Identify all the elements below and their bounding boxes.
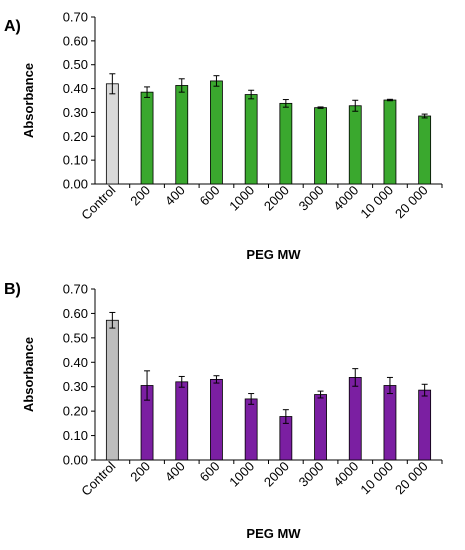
y-axis-title: Absorbance [21, 63, 36, 138]
bar [279, 102, 293, 185]
panel-a-chart: A) 0.00 0.10 0.20 0.30 0.40 0.50 0.60 0.70 Absorb… [4, 10, 443, 262]
bar [348, 105, 362, 185]
x-category-label: 600 [197, 459, 223, 485]
bar [244, 398, 258, 461]
x-category-label: 3000 [296, 459, 327, 490]
x-axis-title: PEG MW [246, 526, 301, 541]
y-tick-label: 0.60 [63, 306, 88, 321]
bar [314, 394, 327, 461]
x-category-label: 200 [127, 459, 153, 485]
x-category-label: 1000 [226, 459, 257, 490]
x-category-label: 200 [127, 183, 153, 209]
x-category-label: 2000 [261, 459, 292, 490]
x-category-label: 400 [162, 183, 188, 209]
y-tick-label: 0.30 [63, 105, 88, 120]
bar [418, 115, 432, 185]
y-tick-label: 0.50 [63, 57, 88, 72]
y-tick-label: 0.30 [63, 379, 88, 394]
bar [105, 83, 119, 185]
x-axis-title: PEG MW [246, 247, 301, 262]
x-category-label: 20 000 [392, 459, 431, 498]
x-category-label: 10 000 [357, 183, 396, 222]
y-tick-label: 0.10 [63, 428, 88, 443]
y-tick-label: 0.70 [63, 282, 88, 297]
x-category-label: 600 [197, 183, 223, 209]
y-tick-label: 0.00 [63, 453, 88, 468]
bar [105, 319, 119, 461]
bar [210, 80, 223, 185]
bar [244, 94, 258, 185]
y-tick-label: 0.40 [63, 81, 88, 96]
x-category-label: 4000 [330, 459, 361, 490]
x-category-label: 3000 [296, 183, 327, 214]
y-tick-label: 0.20 [63, 129, 88, 144]
y-tick-label: 0.40 [63, 355, 88, 370]
bar [383, 385, 397, 461]
x-category-label: 10 000 [357, 459, 396, 498]
y-tick-label: 0.60 [63, 33, 88, 48]
panel-b-chart: B) 0.00 0.10 0.20 0.30 0.40 0.50 0.60 0.70 Absorb… [4, 281, 443, 541]
y-tick-label: 0.10 [63, 153, 88, 168]
bar [348, 377, 362, 461]
y-axis-title: Absorbance [21, 337, 36, 412]
y-tick-label: 0.20 [63, 404, 88, 419]
x-category-label: 20 000 [392, 183, 431, 222]
y-tick-label: 0.70 [63, 10, 88, 25]
bar [175, 85, 189, 185]
x-category-label: 2000 [261, 183, 292, 214]
x-category-label: 400 [162, 459, 188, 485]
y-tick-label: 0.00 [63, 177, 88, 192]
bar [383, 99, 397, 185]
panel-label: A) [4, 18, 21, 35]
bar [175, 381, 189, 461]
x-category-label: 1000 [226, 183, 257, 214]
panel-label: B) [4, 281, 21, 298]
x-category-label: 4000 [330, 183, 361, 214]
y-tick-label: 0.50 [63, 330, 88, 345]
bar [140, 91, 154, 185]
bar [418, 389, 432, 461]
bar [210, 378, 223, 461]
bar [314, 107, 327, 185]
